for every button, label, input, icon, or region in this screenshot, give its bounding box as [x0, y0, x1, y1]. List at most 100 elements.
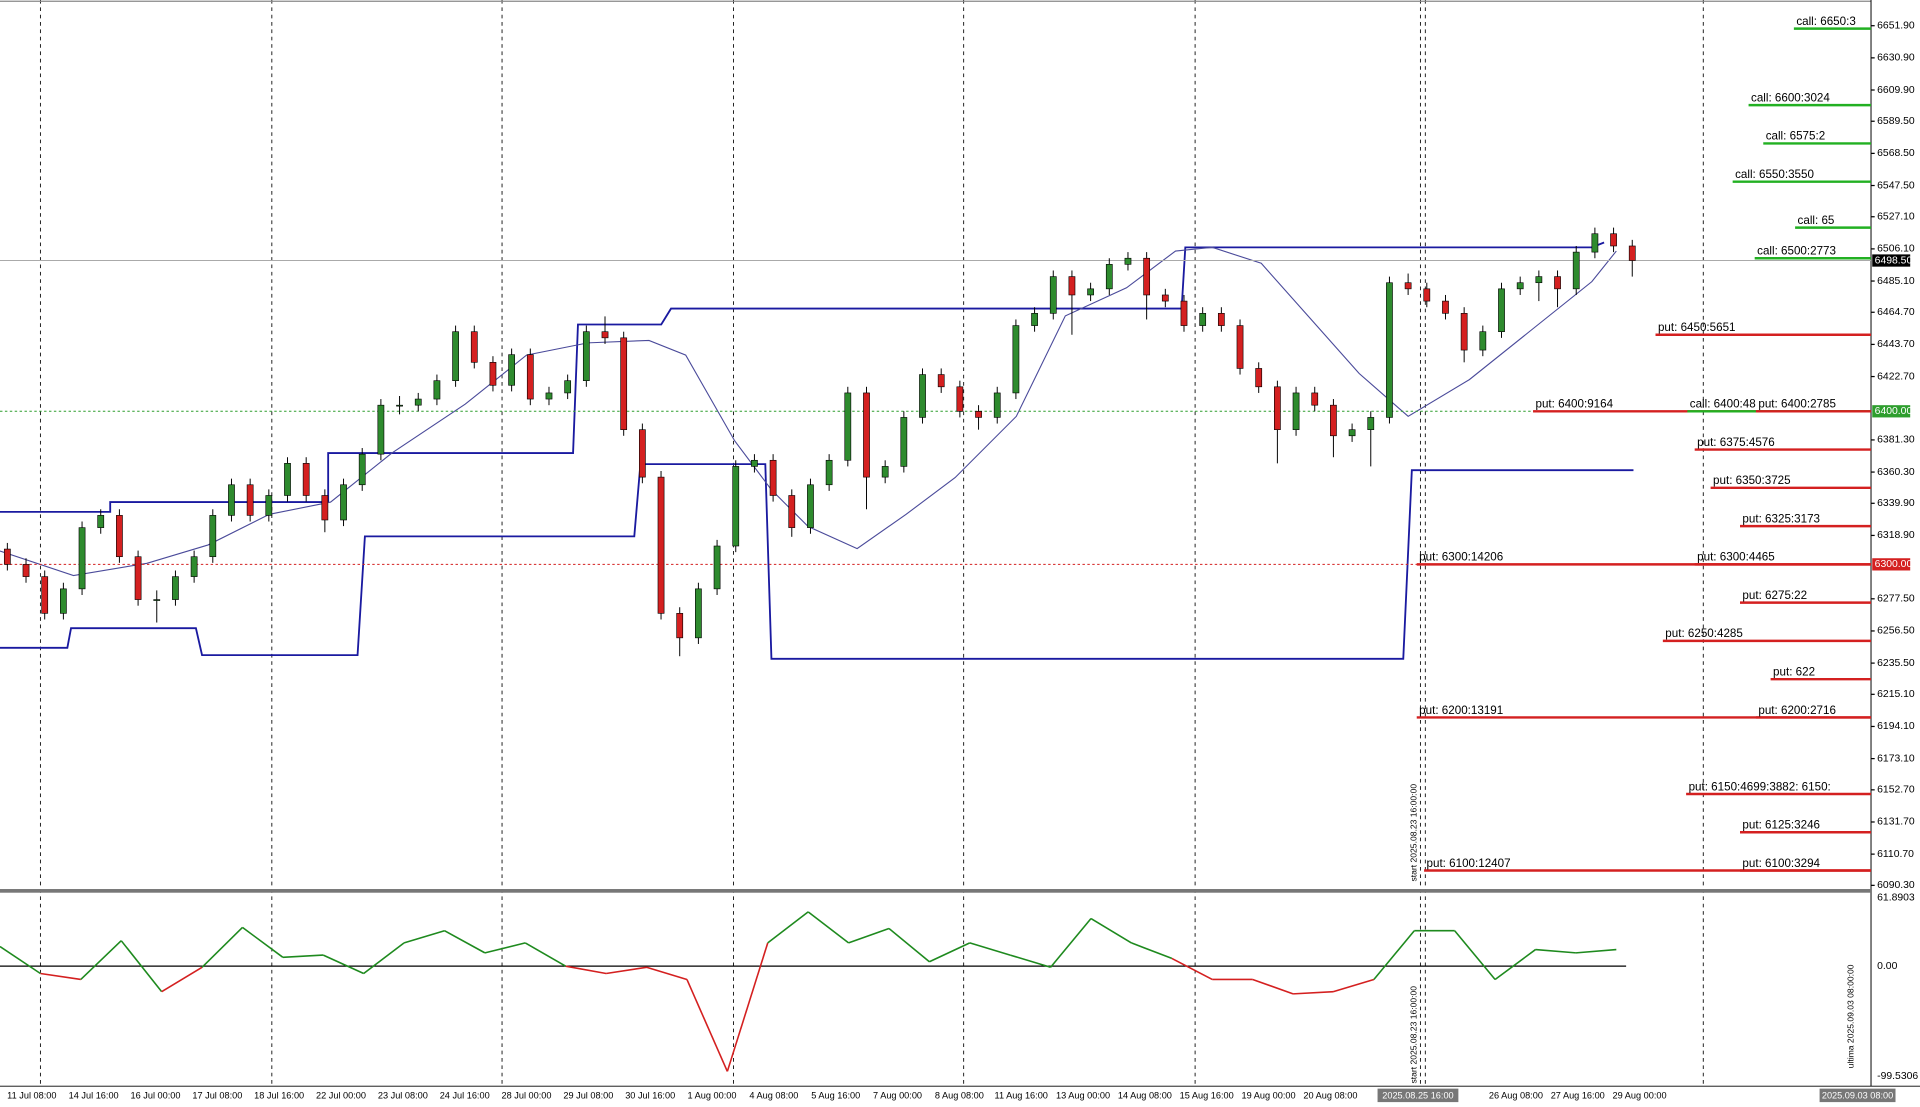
- candle-body: [956, 386, 964, 412]
- candle-body: [265, 495, 273, 516]
- candle-body: [1628, 245, 1636, 261]
- candle-body: [1330, 404, 1337, 437]
- option-level-label: put: 6400:9164: [1536, 398, 1614, 411]
- osc-segment: [1252, 978, 1294, 995]
- candle-body: [1217, 313, 1225, 326]
- candle-body: [78, 527, 86, 590]
- option-level-label: put: 6125:3246: [1742, 819, 1820, 832]
- candle-body: [601, 331, 609, 339]
- osc-segment: [1131, 942, 1173, 960]
- option-level-label: put: 6325:3173: [1742, 512, 1820, 525]
- candle-body: [1479, 331, 1487, 351]
- price-tick-label: 6609.90: [1877, 85, 1915, 96]
- time-label: 29 Aug 00:00: [1613, 1090, 1667, 1100]
- candle-body: [3, 548, 11, 565]
- candle-body: [1255, 368, 1263, 388]
- candle-body: [1591, 233, 1599, 253]
- osc-segment: [1494, 948, 1536, 981]
- osc-segment: [807, 911, 850, 944]
- candle-body: [1404, 282, 1412, 290]
- candle-body: [1049, 276, 1057, 314]
- candle-body: [508, 354, 515, 386]
- time-label: 20 Aug 08:00: [1303, 1090, 1357, 1100]
- osc-segment: [282, 954, 324, 959]
- price-tick-label: 6443.70: [1877, 339, 1915, 350]
- candle-body: [1105, 264, 1113, 290]
- candle-body: [1161, 294, 1169, 302]
- osc-segment: [767, 911, 809, 944]
- price-tick-label: 6110.70: [1877, 849, 1914, 860]
- candle-body: [1460, 313, 1468, 351]
- time-label: 4 Aug 08:00: [749, 1090, 798, 1100]
- osc-segment: [565, 965, 607, 975]
- option-level-label: put: 6100:12407: [1427, 857, 1511, 870]
- candle-body: [134, 556, 142, 600]
- candle-body: [1386, 282, 1393, 418]
- osc-tick-label: 61.8903: [1877, 892, 1915, 903]
- option-level-label: put: 6150:4699:3882: 6150:: [1689, 780, 1831, 793]
- price-box: [1872, 558, 1911, 571]
- candle-body: [358, 453, 366, 486]
- price-tick-label: 6381.30: [1877, 435, 1915, 446]
- price-box-label: 6400.00: [1875, 406, 1913, 417]
- candle-body: [396, 404, 403, 407]
- candle-body: [657, 476, 665, 614]
- osc-segment: [929, 942, 971, 963]
- cursor-time-box: [1377, 1088, 1459, 1103]
- option-level-label: call: 6600:3024: [1751, 91, 1830, 104]
- candle-body: [1516, 282, 1524, 290]
- time-label: 14 Jul 16:00: [69, 1090, 119, 1100]
- candle-body: [1367, 417, 1375, 430]
- end-time-box: [1819, 1088, 1896, 1103]
- option-level-label: put: 622: [1773, 665, 1815, 678]
- option-level-label: put: 6350:3725: [1713, 474, 1791, 487]
- time-label: 11 Aug 16:00: [995, 1090, 1048, 1100]
- candle-body: [695, 588, 702, 639]
- candle-body: [1236, 325, 1244, 369]
- time-label: 1 Aug 00:00: [688, 1090, 737, 1100]
- osc-segment: [161, 966, 203, 993]
- osc-segment: [120, 940, 163, 993]
- option-level-label: call: 6500:2773: [1757, 245, 1836, 258]
- price-box: [1872, 254, 1911, 267]
- candle-body: [564, 380, 572, 394]
- candle-body: [1068, 276, 1076, 296]
- price-tick-label: 6485.10: [1877, 276, 1915, 287]
- time-label: 5 Aug 16:00: [811, 1090, 860, 1100]
- osc-segment: [1090, 917, 1132, 944]
- candle-body: [769, 459, 777, 496]
- candle-body: [1423, 288, 1431, 302]
- osc-segment: [726, 942, 769, 1072]
- moving-average: [0, 246, 1617, 577]
- time-label: 17 Jul 08:00: [192, 1090, 242, 1100]
- osc-segment: [241, 926, 284, 958]
- osc-segment: [686, 979, 729, 1072]
- price-tick-label: 6173.10: [1877, 753, 1915, 764]
- candle-body: [751, 459, 758, 467]
- osc-segment: [40, 972, 81, 981]
- price-box-label: 6300.00: [1875, 559, 1913, 570]
- ultima-label: ultima 2025.09.03 08:00:00: [1846, 964, 1856, 1068]
- candle-body: [1442, 300, 1449, 314]
- candle-body: [1180, 300, 1188, 326]
- osc-segment: [524, 942, 567, 967]
- option-level-label: put: 6375:4576: [1697, 436, 1775, 449]
- price-box: [1872, 405, 1911, 418]
- price-tick-label: 6215.10: [1877, 689, 1915, 700]
- candle-body: [937, 374, 945, 388]
- option-level-label: put: 6450:5651: [1658, 321, 1736, 334]
- price-box-label: 6498.50: [1875, 255, 1913, 266]
- osc-segment: [646, 966, 688, 981]
- price-tick-label: 6131.70: [1877, 817, 1915, 828]
- price-tick-label: 6277.50: [1877, 594, 1915, 605]
- candle-body: [153, 599, 161, 601]
- time-label: 15 Aug 16:00: [1180, 1090, 1234, 1100]
- osc-segment: [80, 940, 122, 981]
- candle-body: [340, 484, 347, 521]
- osc-segment: [848, 927, 890, 944]
- candle-body: [302, 463, 310, 496]
- osc-tick-label: -99.5306: [1877, 1071, 1918, 1082]
- price-tick-label: 6235.50: [1877, 658, 1915, 669]
- candle-body: [1199, 313, 1207, 326]
